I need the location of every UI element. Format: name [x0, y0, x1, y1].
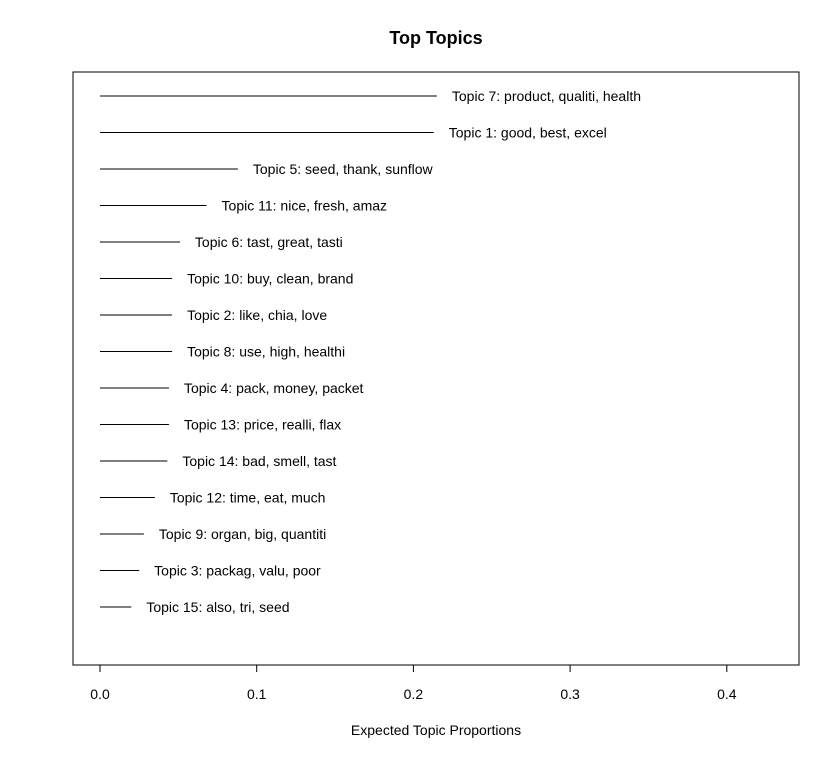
bars-group: Topic 7: product, qualiti, health Topic 1… — [100, 88, 641, 615]
x-tick-label: 0.3 — [560, 686, 580, 702]
x-axis-label: Expected Topic Proportions — [351, 722, 521, 738]
bar-label: Topic 8: use, high, healthi — [187, 344, 345, 360]
bar-label: Topic 11: nice, fresh, amaz — [222, 198, 387, 214]
x-tick-label: 0.2 — [404, 686, 424, 702]
x-tick-label: 0.1 — [247, 686, 267, 702]
bar-label: Topic 6: tast, great, tasti — [195, 234, 343, 250]
x-axis: 0.0 0.1 0.2 0.3 0.4 — [90, 664, 737, 702]
x-tick-label: 0.0 — [90, 686, 110, 702]
bar-label: Topic 2: like, chia, love — [187, 307, 327, 323]
x-tick-label: 0.4 — [717, 686, 737, 702]
bar-label: Topic 5: seed, thank, sunflow — [253, 161, 434, 177]
chart-title: Top Topics — [389, 28, 482, 48]
bar-label: Topic 9: organ, big, quantiti — [159, 526, 326, 542]
bar-label: Topic 7: product, qualiti, health — [452, 88, 641, 104]
bar-label: Topic 10: buy, clean, brand — [187, 271, 353, 287]
bar-label: Topic 1: good, best, excel — [449, 125, 607, 141]
bar-label: Topic 15: also, tri, seed — [146, 599, 289, 615]
bar-label: Topic 12: time, eat, much — [170, 490, 326, 506]
bar-label: Topic 3: packag, valu, poor — [154, 563, 321, 579]
bar-label: Topic 13: price, realli, flax — [184, 417, 341, 433]
bar-label: Topic 14: bad, smell, tast — [182, 453, 336, 469]
bar-label: Topic 4: pack, money, packet — [184, 380, 364, 396]
